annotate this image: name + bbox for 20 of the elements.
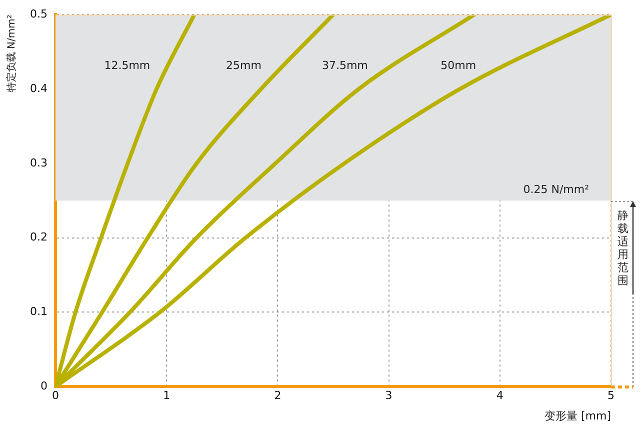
x-axis-title: 变形量 [mm] xyxy=(544,409,611,422)
x-tick-label: 1 xyxy=(163,389,170,402)
y-tick-label: 0.4 xyxy=(30,82,48,95)
y-tick-label: 0.2 xyxy=(30,230,48,244)
x-tick-label: 4 xyxy=(496,389,504,402)
text: 静载适用范围 xyxy=(618,208,628,287)
x-tick-label: 5 xyxy=(608,389,614,402)
y-tick-label: 0 xyxy=(40,379,48,392)
y-tick-label: 0.5 xyxy=(30,7,48,20)
series-label: 50mm xyxy=(440,58,476,72)
x-tick-label: 2 xyxy=(274,389,282,402)
band-label: 0.25 N/mm² xyxy=(523,182,589,196)
x-tick-label: 3 xyxy=(385,389,392,402)
y-axis-title: 特定负载 N/mm² xyxy=(6,14,18,92)
series-label: 25mm xyxy=(226,58,262,72)
x-tick-label: 0 xyxy=(52,389,59,402)
series-label: 12.5mm xyxy=(104,58,150,72)
series-label: 37.5mm xyxy=(322,58,368,72)
y-tick-label: 0.3 xyxy=(30,156,48,170)
y-tick-label: 0.1 xyxy=(30,305,48,318)
